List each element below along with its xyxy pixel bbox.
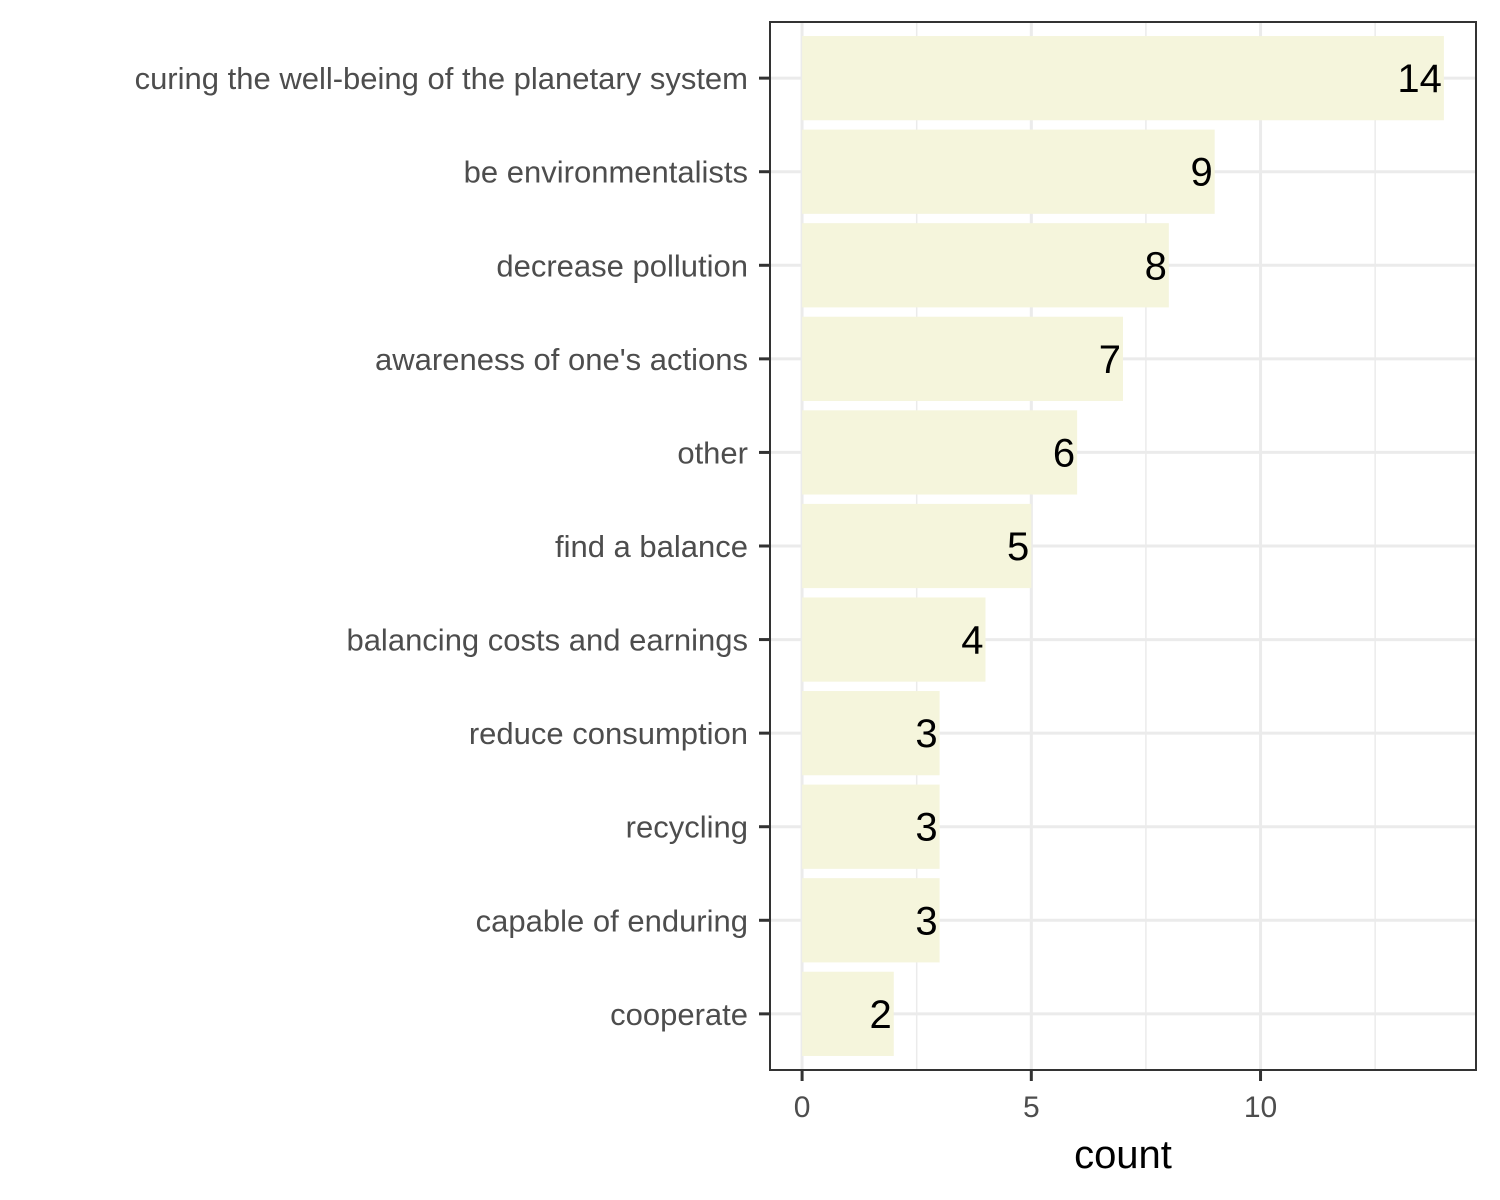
x-axis: 0 5 10 — [794, 1070, 1277, 1124]
bar — [802, 410, 1078, 495]
x-tick-label: 0 — [794, 1091, 811, 1124]
bar — [802, 36, 1444, 121]
category-label: decrease pollution — [496, 248, 748, 283]
bar-value-label: 3 — [915, 712, 937, 756]
bar-value-label: 2 — [870, 993, 892, 1037]
bar — [802, 223, 1169, 308]
bar — [802, 784, 940, 869]
bar-value-label: 5 — [1007, 525, 1029, 569]
bar-value-label: 3 — [915, 806, 937, 850]
bar-value-label: 4 — [961, 619, 983, 663]
bar-value-label: 8 — [1145, 244, 1167, 288]
category-label: awareness of one's actions — [375, 342, 748, 377]
bar-value-label: 7 — [1099, 338, 1121, 382]
category-label: find a balance — [555, 529, 748, 564]
category-label: other — [677, 435, 748, 470]
category-label: reduce consumption — [469, 716, 748, 751]
data-labels: 14 9 8 7 6 5 4 3 3 3 2 — [870, 57, 1442, 1037]
bar-value-label: 14 — [1397, 57, 1442, 101]
category-label: recycling — [626, 810, 748, 845]
x-tick-label: 10 — [1244, 1091, 1277, 1124]
category-label: capable of enduring — [476, 903, 748, 938]
bar — [802, 691, 940, 776]
bar-value-label: 3 — [915, 899, 937, 943]
bar — [802, 503, 1032, 589]
y-axis: curing the well-being of the planetary s… — [135, 61, 770, 1032]
bar-value-label: 6 — [1053, 431, 1075, 475]
x-tick-label: 5 — [1023, 1091, 1040, 1124]
bar — [802, 316, 1123, 401]
category-label: balancing costs and earnings — [346, 623, 748, 658]
bar — [802, 129, 1215, 214]
bar-value-label: 9 — [1190, 151, 1212, 195]
x-axis-title: count — [1074, 1133, 1172, 1177]
bars — [802, 36, 1444, 1056]
category-label: be environmentalists — [464, 155, 748, 190]
category-label: cooperate — [610, 997, 748, 1032]
category-label: curing the well-being of the planetary s… — [135, 61, 748, 96]
bar — [802, 971, 894, 1056]
bar — [802, 597, 986, 682]
bar — [802, 878, 940, 963]
